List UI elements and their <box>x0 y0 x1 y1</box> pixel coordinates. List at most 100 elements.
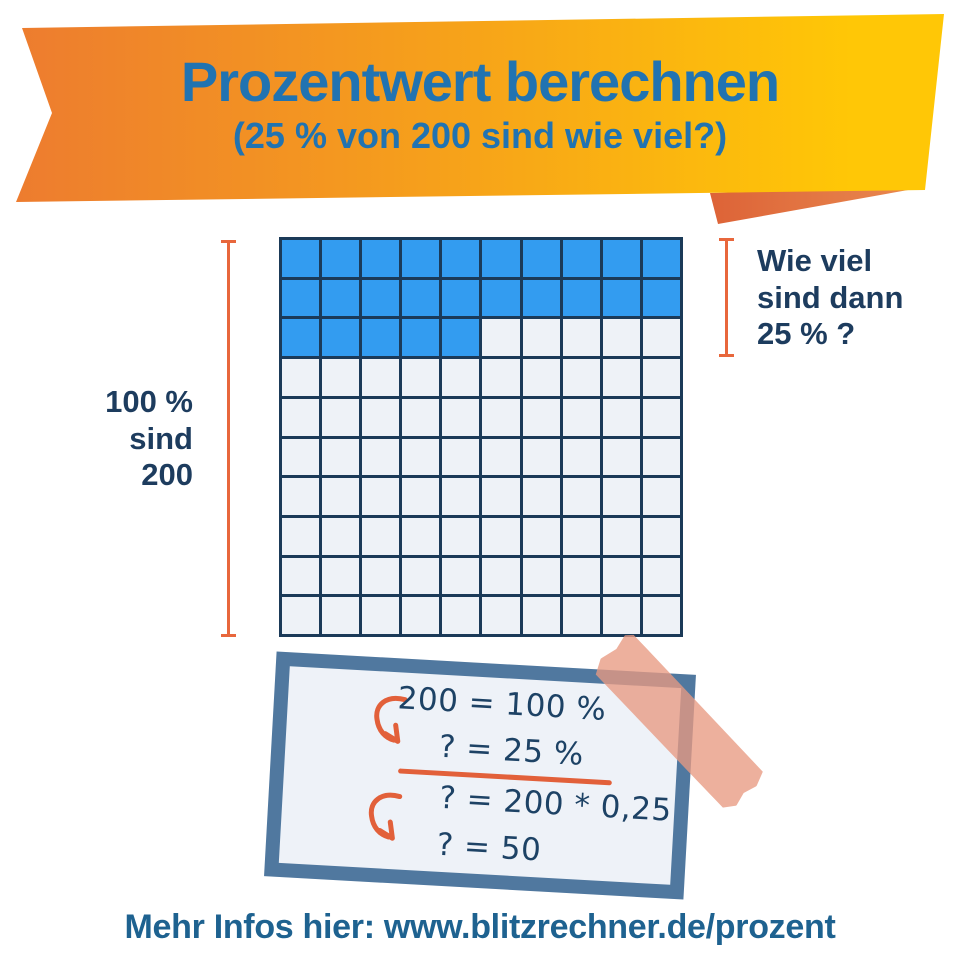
grid-cell-filled <box>642 240 680 277</box>
grid-cell-empty <box>402 557 440 595</box>
grid-cell-empty <box>562 517 600 555</box>
grid-cell-empty <box>642 517 680 555</box>
label-100-percent: 100 % sind 200 <box>33 384 193 494</box>
grid-cell-empty <box>602 398 640 436</box>
grid-cell-empty <box>442 597 480 634</box>
grid-cell-empty <box>642 478 680 515</box>
grid-cell-empty <box>282 438 320 476</box>
grid-cell-filled <box>402 279 440 317</box>
grid-cell-filled <box>562 279 600 317</box>
grid-cell-empty <box>362 359 400 396</box>
grid-cell-empty <box>602 557 640 595</box>
grid-cell-filled <box>402 319 440 357</box>
grid-cell-empty <box>442 478 480 515</box>
curved-arrow-icon <box>368 792 403 841</box>
grid-cell-empty <box>642 398 680 436</box>
grid-cell-filled <box>522 240 560 277</box>
grid-cell-filled <box>322 319 360 357</box>
grid-cell-empty <box>442 557 480 595</box>
grid-cell-filled <box>602 240 640 277</box>
banner-ribbon <box>16 14 944 224</box>
grid-cell-empty <box>482 557 520 595</box>
grid-cell-empty <box>642 438 680 476</box>
grid-cell-empty <box>562 398 600 436</box>
grid-cell-empty <box>482 478 520 515</box>
grid-cell-empty <box>482 438 520 476</box>
grid-cell-empty <box>482 398 520 436</box>
grid-cell-empty <box>322 438 360 476</box>
grid-cell-empty <box>282 557 320 595</box>
grid-cell-empty <box>362 517 400 555</box>
grid-cell-filled <box>322 240 360 277</box>
grid-cell-empty <box>442 438 480 476</box>
grid-cell-filled <box>362 279 400 317</box>
grid-cell-empty <box>602 319 640 357</box>
label-right-line-2: sind dann <box>757 279 904 315</box>
grid-cell-empty <box>402 597 440 634</box>
formula-line-3: ? = 200 * 0,25 <box>438 779 673 829</box>
grid-cell-empty <box>482 597 520 634</box>
grid-cell-empty <box>402 359 440 396</box>
grid-cell-empty <box>562 557 600 595</box>
grid-cell-empty <box>522 597 560 634</box>
grid-cell-empty <box>322 398 360 436</box>
grid-cell-empty <box>562 597 600 634</box>
grid-cell-empty <box>642 359 680 396</box>
label-right-line-3: 25 % ? <box>757 316 856 351</box>
grid-cell-filled <box>442 319 480 357</box>
grid-cell-empty <box>362 398 400 436</box>
grid-cell-empty <box>522 319 560 357</box>
formula-line-4: ? = 50 <box>435 826 543 869</box>
grid-cell-filled <box>282 240 320 277</box>
grid-cell-empty <box>562 319 600 357</box>
measure-line-right <box>719 238 734 357</box>
grid-cell-filled <box>442 279 480 317</box>
formula-line-1: 200 = 100 % <box>396 680 608 728</box>
label-left-line-3: 200 <box>141 457 193 492</box>
page-title: Prozentwert berechnen <box>180 50 780 113</box>
grid-cell-empty <box>642 319 680 357</box>
grid-cell-empty <box>282 478 320 515</box>
grid-cell-filled <box>562 240 600 277</box>
grid-cell-filled <box>282 279 320 317</box>
grid-cell-empty <box>602 478 640 515</box>
grid-cell-empty <box>602 359 640 396</box>
grid-cell-filled <box>522 279 560 317</box>
grid-cell-empty <box>442 359 480 396</box>
grid-cell-empty <box>482 359 520 396</box>
grid-cell-empty <box>402 478 440 515</box>
grid-cell-filled <box>482 279 520 317</box>
grid-cell-empty <box>482 517 520 555</box>
grid-cell-empty <box>362 597 400 634</box>
banner-shape <box>16 14 944 202</box>
grid-cell-filled <box>362 240 400 277</box>
measure-line-left <box>221 240 236 637</box>
grid-cell-empty <box>402 438 440 476</box>
grid-cell-filled <box>402 240 440 277</box>
grid-cell-empty <box>402 517 440 555</box>
grid-cell-empty <box>322 557 360 595</box>
grid-cell-filled <box>322 279 360 317</box>
grid-cell-filled <box>362 319 400 357</box>
grid-cell-empty <box>322 478 360 515</box>
grid-cell-empty <box>482 319 520 357</box>
grid-cell-empty <box>282 398 320 436</box>
grid-cell-empty <box>322 359 360 396</box>
grid-cell-empty <box>442 517 480 555</box>
grid-cell-empty <box>522 517 560 555</box>
grid-cell-empty <box>522 359 560 396</box>
grid-cell-empty <box>362 438 400 476</box>
grid-cell-empty <box>282 597 320 634</box>
formula-card: 200 = 100 % ? = 25 % ? = 200 * 0,25 ? = … <box>264 651 696 900</box>
grid-cell-empty <box>562 478 600 515</box>
grid-cell-empty <box>522 398 560 436</box>
grid-cell-empty <box>522 438 560 476</box>
grid-cell-empty <box>362 557 400 595</box>
formula-line-2: ? = 25 % <box>438 728 585 773</box>
grid-cell-empty <box>442 398 480 436</box>
grid-cell-empty <box>362 478 400 515</box>
grid-cell-filled <box>642 279 680 317</box>
grid-cell-empty <box>322 597 360 634</box>
grid-cell-filled <box>282 319 320 357</box>
label-left-line-2: sind <box>129 420 193 456</box>
